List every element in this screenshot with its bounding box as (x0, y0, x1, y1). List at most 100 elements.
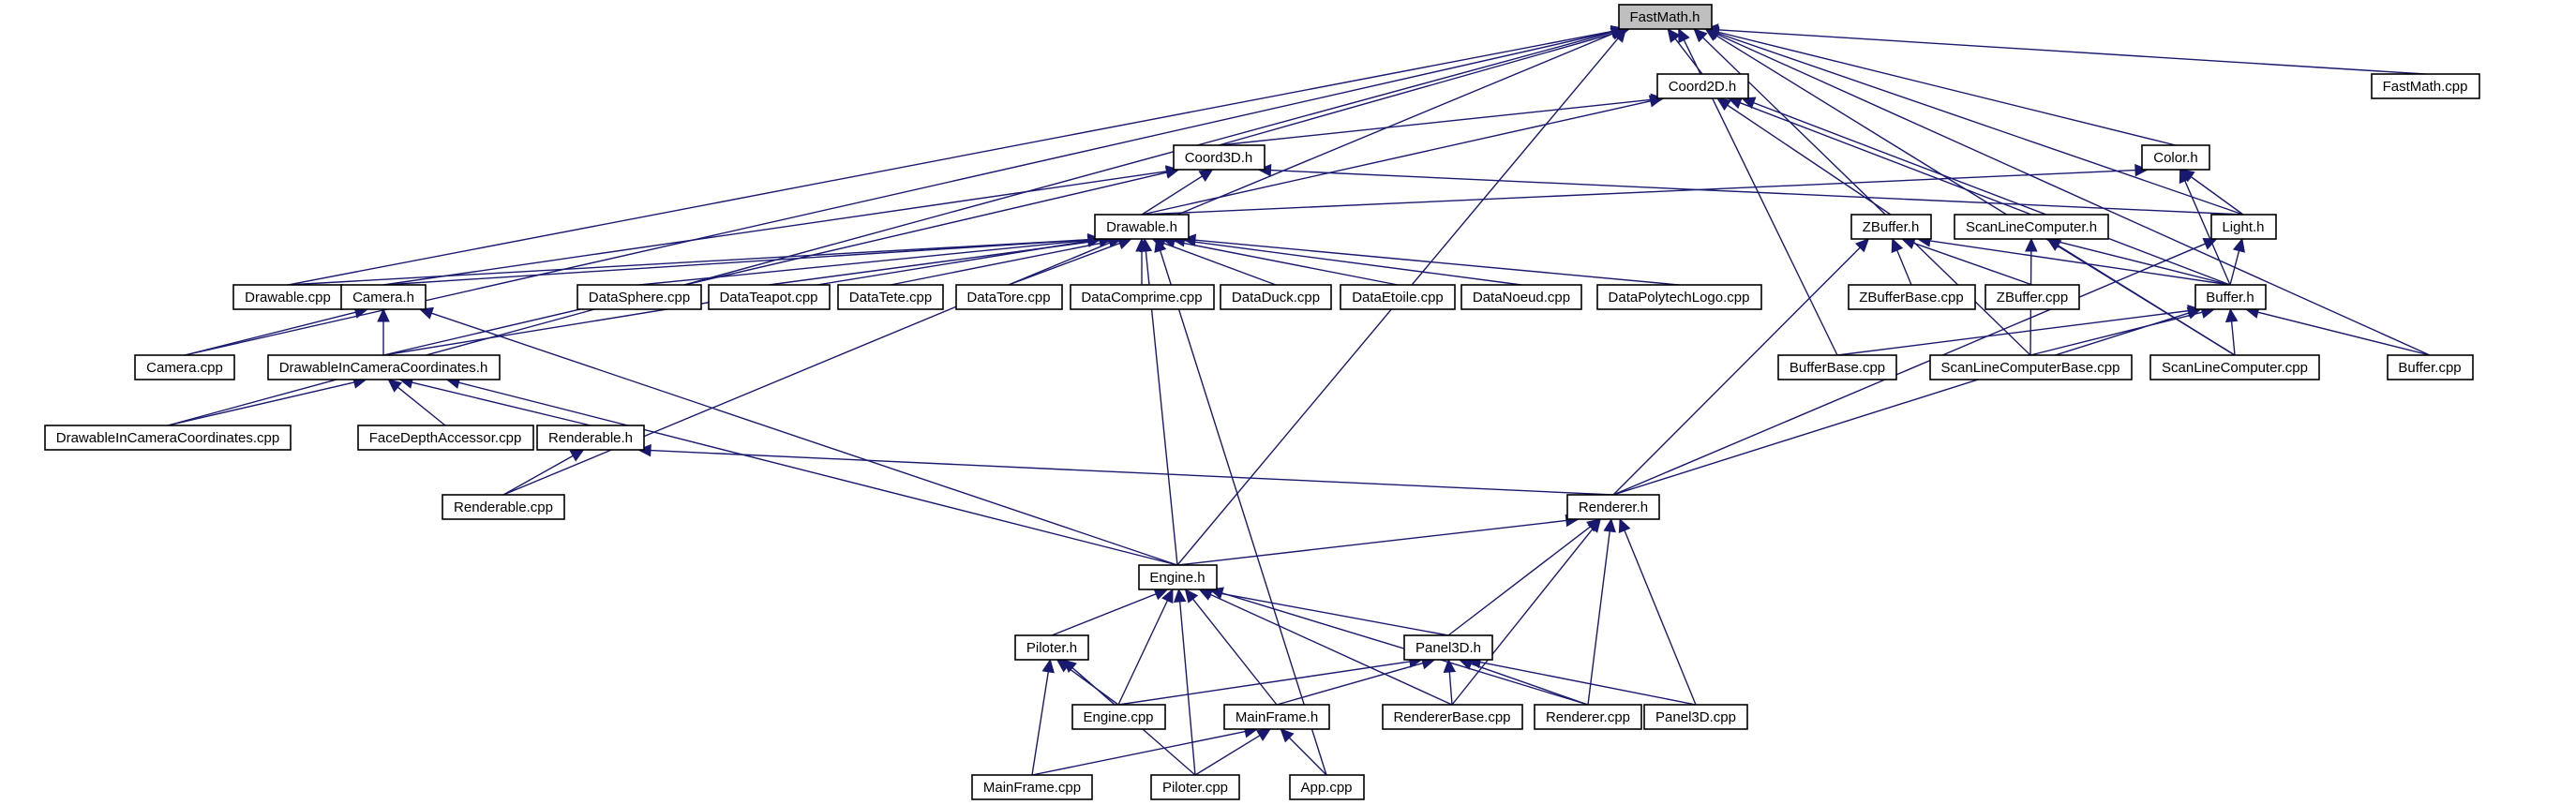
node-box (1173, 144, 1266, 171)
node-label: MainFrame.cpp (983, 780, 1081, 796)
node-drawable-cpp[interactable]: Drawable.cpp (232, 284, 343, 310)
node-renderer-h[interactable]: Renderer.h (1566, 494, 1660, 520)
arrowhead-icon (1139, 237, 1153, 253)
node-label: Piloter.cpp (1162, 780, 1228, 796)
node-facedepthaccessor-cpp[interactable]: FaceDepthAccessor.cpp (357, 425, 534, 451)
edge-renderable-cpp-to-renderable-h (502, 449, 585, 496)
node-mainframe-cpp[interactable]: MainFrame.cpp (971, 774, 1093, 800)
node-zbufferbase-cpp[interactable]: ZBufferBase.cpp (1848, 284, 1976, 310)
node-dataduck-cpp[interactable]: DataDuck.cpp (1220, 284, 1332, 310)
edge-line (1448, 671, 1453, 706)
edge-line (1210, 590, 1449, 636)
arrowhead-icon (1041, 658, 1055, 674)
node-label: Buffer.h (2206, 290, 2254, 306)
arrowhead-icon (1587, 518, 1601, 533)
node-coord2d-h[interactable]: Coord2D.h (1656, 73, 1749, 99)
node-camera-cpp[interactable]: Camera.cpp (134, 354, 235, 380)
arrowhead-icon (418, 306, 434, 320)
node-drawableincameracoordinates-h[interactable]: DrawableInCameraCoordinates.h (267, 354, 501, 380)
node-buffer-h[interactable]: Buffer.h (2194, 284, 2267, 310)
node-light-h[interactable]: Light.h (2210, 214, 2277, 240)
node-panel3d-h[interactable]: Panel3D.h (1403, 634, 1493, 661)
node-engine-cpp[interactable]: Engine.cpp (1071, 704, 1166, 730)
node-datasphere-cpp[interactable]: DataSphere.cpp (577, 284, 702, 310)
node-box (1403, 634, 1493, 661)
edge-line (382, 171, 1167, 356)
node-box (1566, 494, 1660, 520)
node-camera-h[interactable]: Camera.h (340, 284, 427, 310)
node-piloter-h[interactable]: Piloter.h (1014, 634, 1089, 661)
node-datapolytechlogo-cpp[interactable]: DataPolytechLogo.cpp (1596, 284, 1762, 310)
node-renderable-cpp[interactable]: Renderable.cpp (442, 494, 565, 520)
node-piloter-cpp[interactable]: Piloter.cpp (1150, 774, 1240, 800)
node-box (1984, 284, 2080, 310)
edge-line (1479, 661, 1697, 706)
node-box (1460, 284, 1582, 310)
node-drawable-h[interactable]: Drawable.h (1094, 214, 1190, 240)
edge-drawable-h-to-color-h (1141, 163, 2149, 216)
node-box (1534, 704, 1642, 730)
node-renderer-cpp[interactable]: Renderer.cpp (1534, 704, 1642, 730)
node-coord3d-h[interactable]: Coord3D.h (1173, 144, 1266, 171)
node-box (536, 425, 645, 451)
node-panel3d-cpp[interactable]: Panel3D.cpp (1643, 704, 1748, 730)
node-label: ScanLineComputerBase.cpp (1941, 360, 2120, 376)
node-box (1929, 354, 2133, 380)
node-scanlinecomputer-cpp[interactable]: ScanLineComputer.cpp (2149, 354, 2320, 380)
edge-scanlinecomputer-cpp-to-scanlinecomputer-h (2046, 238, 2236, 356)
node-box (1289, 774, 1365, 800)
node-zbuffer-h[interactable]: ZBuffer.h (1850, 214, 1932, 240)
node-datanoeud-cpp[interactable]: DataNoeud.cpp (1460, 284, 1582, 310)
edge-line (1141, 169, 2136, 216)
node-datatete-cpp[interactable]: DataTete.cpp (837, 284, 944, 310)
node-buffer-cpp[interactable]: Buffer.cpp (2387, 354, 2474, 380)
edge-line (1270, 169, 2244, 216)
node-scanlinecomputer-h[interactable]: ScanLineComputer.h (1954, 214, 2109, 240)
node-zbuffer-cpp[interactable]: ZBuffer.cpp (1984, 284, 2080, 310)
node-label: Engine.cpp (1083, 709, 1153, 725)
node-rendererbase-cpp[interactable]: RendererBase.cpp (1382, 704, 1523, 730)
node-scanlinecomputerbase-cpp[interactable]: ScanLineComputerBase.cpp (1929, 354, 2133, 380)
node-drawableincameracoordinates-cpp[interactable]: DrawableInCameraCoordinates.cpp (44, 425, 292, 451)
edge-renderable-cpp-to-fastmath-h (502, 27, 1625, 496)
arrowhead-icon (1184, 589, 1199, 604)
arrowhead-icon (1854, 238, 1870, 253)
edge-line (1717, 29, 2426, 75)
edge-line (412, 381, 592, 426)
node-label: DataSphere.cpp (589, 290, 690, 306)
node-color-h[interactable]: Color.h (2141, 144, 2210, 171)
node-fastmath-h[interactable]: FastMath.h (1618, 4, 1713, 30)
edge-renderer-cpp-to-renderer-h (1587, 517, 1616, 706)
arrowhead-icon (1678, 27, 1690, 44)
node-bufferbase-cpp[interactable]: BufferBase.cpp (1777, 354, 1897, 380)
node-datateapot-cpp[interactable]: DataTeapot.cpp (708, 284, 831, 310)
edge-line (638, 239, 1090, 286)
edge-line (1739, 102, 2032, 216)
node-engine-h[interactable]: Engine.h (1138, 564, 1218, 590)
edge-line (890, 240, 1110, 286)
node-renderable-h[interactable]: Renderable.h (536, 425, 645, 451)
node-mainframe-h[interactable]: MainFrame.h (1223, 704, 1330, 730)
node-datacomprime-cpp[interactable]: DataComprime.cpp (1070, 284, 1215, 310)
edge-panel3d-cpp-to-renderer-h (1618, 517, 1697, 706)
arrowhead-icon (1618, 517, 1631, 534)
edge-line (1218, 31, 1618, 146)
edge-line (1194, 735, 1261, 776)
edge-app-cpp-to-drawable-h (1154, 237, 1327, 776)
node-dataetoile-cpp[interactable]: DataEtoile.cpp (1340, 284, 1456, 310)
edge-mainframe-cpp-to-mainframe-h (1031, 725, 1259, 776)
node-fastmath-cpp[interactable]: FastMath.cpp (2371, 73, 2480, 99)
node-app-cpp[interactable]: App.cpp (1289, 774, 1365, 800)
node-datatore-cpp[interactable]: DataTore.cpp (955, 284, 1063, 310)
node-label: Camera.cpp (146, 360, 223, 376)
node-label: Renderer.cpp (1546, 709, 1630, 725)
node-label: Engine.h (1149, 570, 1205, 586)
node-box (1618, 4, 1713, 30)
arrowhead-icon (1198, 589, 1214, 601)
edge-line (768, 240, 1101, 286)
node-label: Color.h (2153, 150, 2198, 166)
node-label: RendererBase.cpp (1393, 709, 1510, 725)
node-box (134, 354, 235, 380)
edge-line (1141, 175, 1203, 216)
edge-line (1451, 528, 1594, 706)
